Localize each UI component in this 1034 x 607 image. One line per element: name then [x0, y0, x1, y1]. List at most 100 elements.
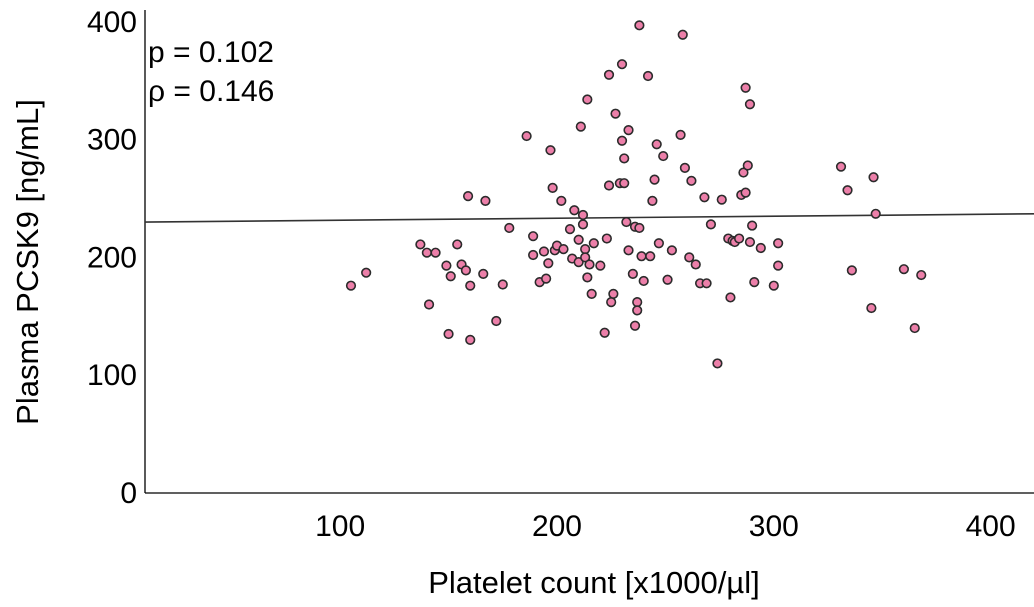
data-point — [491, 315, 502, 327]
data-point — [662, 274, 673, 285]
data-point — [608, 288, 619, 300]
data-point — [679, 162, 691, 173]
data-point — [606, 297, 617, 308]
data-point — [645, 251, 656, 262]
data-point — [621, 216, 632, 228]
data-point — [634, 20, 645, 31]
data-point — [441, 260, 452, 271]
data-point — [649, 174, 660, 185]
data-point — [870, 208, 881, 219]
data-point — [556, 195, 567, 206]
data-point — [603, 180, 615, 191]
data-point — [666, 245, 677, 256]
data-point — [545, 145, 556, 156]
data-point — [632, 305, 643, 316]
data-point — [452, 239, 463, 250]
data-point — [627, 268, 638, 279]
data-point — [909, 322, 920, 334]
data-point — [768, 280, 779, 291]
y-tick-label: 200 — [87, 241, 137, 274]
data-point — [740, 82, 751, 93]
data-point — [616, 59, 628, 70]
data-point — [749, 277, 760, 288]
x-tick-label: 400 — [966, 510, 1016, 543]
data-point — [916, 269, 927, 281]
data-point — [558, 244, 569, 255]
data-point — [686, 175, 697, 186]
data-point — [636, 251, 647, 262]
data-point — [497, 279, 508, 290]
data-point — [619, 153, 630, 164]
data-point — [480, 195, 491, 206]
data-point — [690, 259, 701, 270]
data-point — [421, 247, 432, 258]
data-point — [577, 209, 589, 221]
data-point — [423, 299, 435, 310]
data-point — [658, 150, 669, 162]
data-point — [846, 265, 857, 276]
data-point — [740, 187, 751, 198]
data-point — [580, 252, 591, 263]
data-point — [684, 252, 695, 263]
data-point — [577, 219, 589, 230]
data-point — [619, 178, 630, 189]
data-point — [443, 328, 454, 340]
data-point — [642, 70, 654, 82]
data-point — [580, 244, 591, 255]
data-point — [599, 327, 610, 338]
data-point — [623, 245, 634, 256]
data-point — [478, 268, 489, 279]
data-point — [738, 167, 749, 178]
data-point — [601, 233, 612, 244]
data-point — [445, 271, 456, 282]
data-point — [755, 242, 766, 254]
data-point — [588, 238, 599, 249]
y-tick-label: 0 — [120, 477, 137, 510]
x-tick-label: 200 — [532, 510, 582, 543]
data-points — [345, 20, 927, 369]
data-point — [744, 99, 756, 110]
data-point — [573, 234, 584, 245]
y-tick-label: 100 — [87, 359, 137, 392]
data-point — [564, 224, 576, 235]
data-point — [547, 182, 558, 193]
data-point — [610, 108, 621, 119]
data-point — [541, 273, 552, 284]
data-point — [868, 172, 879, 183]
data-point — [345, 280, 357, 291]
data-point — [465, 280, 476, 291]
data-point — [744, 236, 756, 248]
data-point — [603, 69, 615, 80]
data-point — [835, 161, 847, 172]
p-value-annotation: p = 0.102 — [148, 36, 274, 69]
data-point — [538, 246, 550, 257]
data-point — [582, 272, 593, 283]
data-point — [866, 302, 877, 314]
data-point — [586, 288, 597, 300]
data-point — [465, 334, 476, 345]
data-point — [584, 259, 595, 270]
axis-ticks: 0 100 200 300 400 100 200 300 400 — [87, 6, 1016, 543]
y-tick-label: 400 — [87, 6, 137, 39]
data-point — [528, 249, 539, 261]
data-point — [742, 160, 753, 171]
data-point — [504, 222, 515, 234]
data-point — [430, 247, 441, 258]
data-point — [616, 135, 628, 146]
data-point — [543, 258, 554, 269]
data-point — [773, 238, 784, 249]
data-point — [712, 358, 723, 369]
data-point — [629, 320, 641, 331]
data-point — [701, 278, 712, 289]
data-point — [521, 130, 532, 142]
data-point — [528, 231, 539, 242]
data-point — [725, 292, 736, 303]
data-point — [415, 239, 426, 250]
data-point — [647, 195, 658, 206]
data-point — [842, 185, 853, 196]
plot-area — [144, 10, 1034, 494]
y-tick-label: 300 — [87, 124, 137, 157]
regression-line — [144, 213, 1034, 223]
data-point — [747, 220, 758, 231]
